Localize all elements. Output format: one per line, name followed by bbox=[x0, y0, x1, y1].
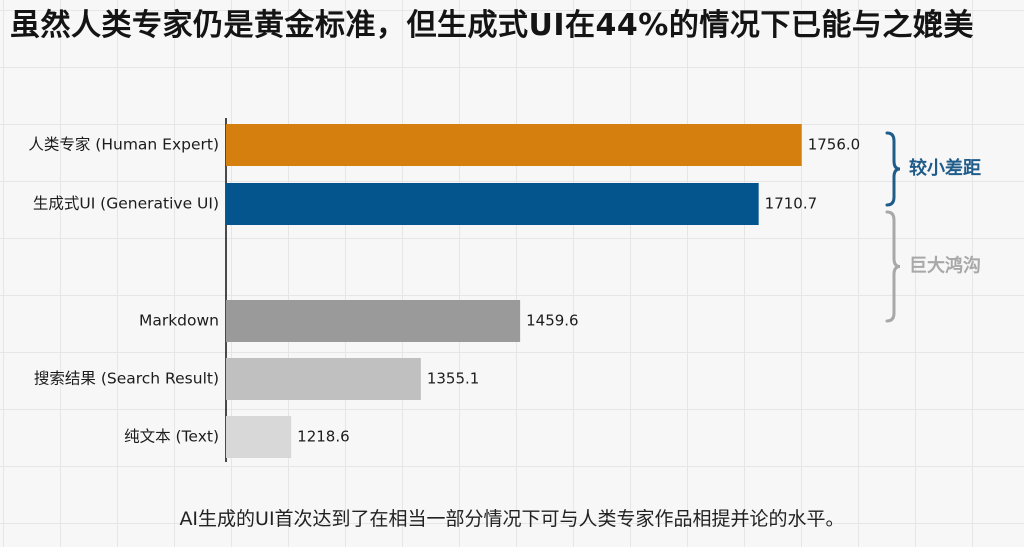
category-label-1: 生成式UI (Generative UI) bbox=[33, 195, 219, 213]
category-label-0: 人类专家 (Human Expert) bbox=[28, 136, 219, 154]
value-label-2: 1459.6 bbox=[526, 312, 579, 330]
bar-3 bbox=[226, 358, 421, 400]
value-label-0: 1756.0 bbox=[808, 136, 861, 154]
bar-2 bbox=[226, 300, 521, 342]
value-label-1: 1710.7 bbox=[765, 195, 818, 213]
category-label-3: 搜索结果 (Search Result) bbox=[34, 370, 219, 388]
bracket-0 bbox=[885, 131, 901, 207]
bar-1 bbox=[226, 183, 759, 225]
value-label-4: 1218.6 bbox=[297, 428, 350, 446]
category-label-4: 纯文本 (Text) bbox=[124, 428, 219, 446]
category-label-2: Markdown bbox=[139, 312, 219, 330]
annotation-label-1: 巨大鸿沟 bbox=[909, 255, 981, 277]
bar-4 bbox=[226, 416, 292, 458]
annotation-label-0: 较小差距 bbox=[909, 157, 981, 179]
page-title: 虽然人类专家仍是黄金标准，但生成式UI在44%的情况下已能与之媲美 bbox=[10, 8, 974, 43]
chart-caption: AI生成的UI首次达到了在相当一部分情况下可与人类专家作品相提并论的水平。 bbox=[179, 508, 845, 530]
value-label-3: 1355.1 bbox=[427, 370, 480, 388]
bar-0 bbox=[226, 124, 802, 166]
bracket-1 bbox=[885, 210, 901, 323]
